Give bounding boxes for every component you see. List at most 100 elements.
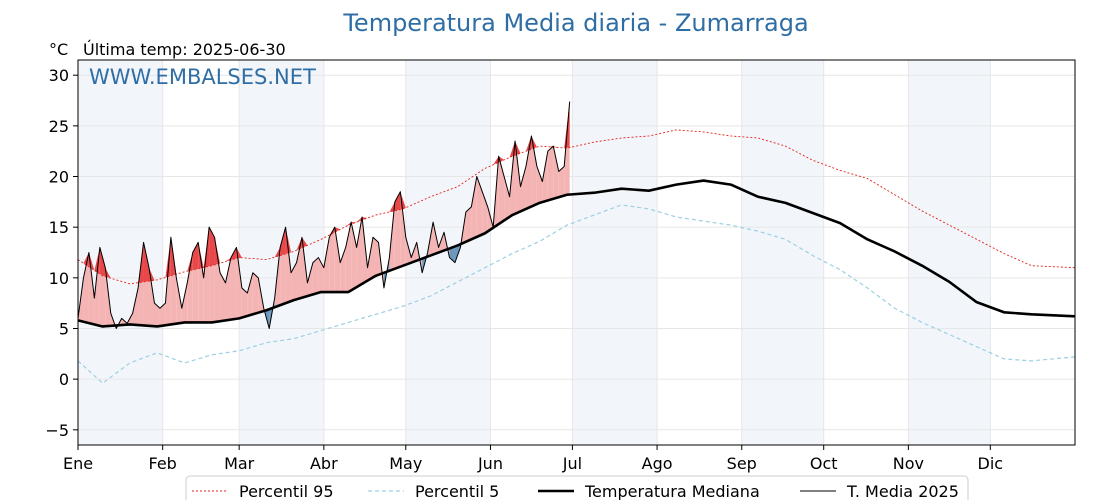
above-median-fill bbox=[553, 146, 559, 199]
unit-label: °C bbox=[49, 40, 68, 59]
y-tick-label: 20 bbox=[49, 168, 69, 187]
above-median-fill bbox=[536, 166, 543, 205]
x-tick-label: Jun bbox=[477, 454, 503, 473]
above-median-fill bbox=[525, 135, 532, 209]
y-tick-label: 30 bbox=[49, 66, 69, 85]
x-tick-label: Abr bbox=[310, 454, 338, 473]
above-median-fill bbox=[230, 247, 237, 320]
above-p95-fill bbox=[334, 227, 341, 233]
above-median-fill bbox=[181, 282, 188, 323]
above-median-fill bbox=[482, 191, 488, 235]
x-tick-label: Ene bbox=[63, 454, 93, 473]
above-median-fill bbox=[154, 303, 160, 327]
above-p95-fill bbox=[94, 247, 100, 275]
above-p95-fill bbox=[296, 237, 302, 251]
above-median-fill bbox=[296, 237, 302, 300]
above-median-fill bbox=[220, 272, 226, 322]
x-tick-label: Feb bbox=[149, 454, 177, 473]
above-median-fill bbox=[340, 247, 346, 293]
above-p95-fill bbox=[187, 252, 193, 272]
above-median-fill bbox=[159, 303, 166, 327]
y-tick-label: 25 bbox=[49, 117, 69, 136]
x-tick-label: Sep bbox=[727, 454, 757, 473]
month-bands bbox=[78, 60, 991, 445]
legend-label: Percentil 95 bbox=[239, 482, 334, 500]
above-median-fill bbox=[394, 191, 401, 269]
above-median-fill bbox=[515, 141, 521, 214]
x-tick-label: Jul bbox=[562, 454, 582, 473]
y-tick-label: −5 bbox=[45, 421, 69, 440]
above-median-fill bbox=[149, 267, 155, 327]
y-tick-label: 5 bbox=[59, 319, 69, 338]
month-band bbox=[78, 60, 163, 445]
above-median-fill bbox=[400, 191, 406, 267]
above-median-fill bbox=[345, 222, 352, 293]
x-tick-label: Mar bbox=[224, 454, 255, 473]
plot-frame bbox=[77, 59, 1076, 446]
x-tick-label: Ago bbox=[642, 454, 673, 473]
above-median-fill bbox=[334, 227, 341, 293]
x-tick-label: May bbox=[389, 454, 422, 473]
above-median-fill bbox=[504, 176, 510, 221]
month-band bbox=[741, 60, 824, 445]
above-median-fill bbox=[465, 206, 472, 242]
above-p95-fill bbox=[209, 227, 215, 267]
x-tick-label: Nov bbox=[893, 454, 924, 473]
above-median-fill bbox=[312, 257, 319, 295]
above-median-fill bbox=[307, 262, 313, 297]
above-p95-fill bbox=[356, 217, 363, 223]
above-p95-fill bbox=[225, 257, 231, 262]
series-lines bbox=[77, 101, 1076, 384]
above-median-fill bbox=[247, 272, 253, 316]
above-median-fill bbox=[225, 257, 231, 321]
above-median-fill bbox=[547, 146, 554, 201]
legend: Percentil 95 Percentil 5 Temperatura Media… bbox=[185, 475, 969, 500]
legend-label: T. Media 2025 bbox=[846, 482, 959, 500]
x-axis-ticks: Ene Feb Mar Abr May Jun Jul Ago Sep Oct Nov Dic bbox=[63, 445, 1003, 473]
above-p95-fill bbox=[564, 101, 570, 148]
above-median-fill bbox=[236, 247, 242, 319]
above-median-fill bbox=[520, 166, 526, 212]
above-p95-fill bbox=[192, 242, 199, 270]
above-median-fill bbox=[329, 227, 335, 293]
above-median-fill bbox=[558, 166, 565, 198]
legend-label: Percentil 5 bbox=[415, 482, 499, 500]
x-tick-label: Oct bbox=[810, 454, 838, 473]
above-median-fill bbox=[373, 237, 379, 278]
above-p95-fill bbox=[362, 217, 368, 221]
above-p95-fill bbox=[99, 247, 106, 277]
above-median-fill bbox=[367, 237, 374, 281]
y-tick-label: 10 bbox=[49, 269, 69, 288]
above-median-fill bbox=[471, 176, 477, 240]
series-line-t-media-2025 bbox=[77, 101, 571, 329]
above-p95-fill bbox=[83, 252, 89, 267]
above-median-fill bbox=[542, 151, 548, 203]
legend-box bbox=[185, 475, 969, 500]
above-median-fill bbox=[252, 272, 259, 315]
above-median-fill bbox=[176, 277, 182, 324]
above-median-fill bbox=[323, 237, 330, 293]
above-median-fill bbox=[291, 262, 297, 302]
y-tick-label: 15 bbox=[49, 218, 69, 237]
above-median-fill bbox=[356, 217, 363, 288]
above-median-fill bbox=[241, 287, 248, 318]
y-axis-ticks: −5 0 5 10 15 20 25 30 bbox=[45, 66, 78, 440]
month-band bbox=[572, 60, 658, 445]
above-p95-fill bbox=[389, 201, 395, 212]
above-p95-fill bbox=[280, 227, 286, 256]
last-temp-label: Última temp: 2025-06-30 bbox=[83, 40, 286, 59]
above-p95-fill bbox=[285, 227, 292, 254]
above-median-fill bbox=[351, 222, 357, 291]
above-p95-fill bbox=[165, 237, 171, 278]
chart-title: Temperatura Media diaria - Zumarraga bbox=[342, 9, 808, 37]
above-median-fill bbox=[83, 252, 89, 324]
above-median-fill bbox=[531, 135, 537, 207]
series-line-percentil-95 bbox=[77, 129, 1076, 285]
above-median-fill bbox=[132, 287, 139, 326]
y-tick-label: 0 bbox=[59, 370, 69, 389]
above-median-fill bbox=[318, 257, 324, 293]
above-p95-fill bbox=[394, 191, 401, 211]
series-line-temperatura-mediana bbox=[77, 179, 1076, 328]
watermark: WWW.EMBALSES.NET bbox=[89, 65, 316, 89]
